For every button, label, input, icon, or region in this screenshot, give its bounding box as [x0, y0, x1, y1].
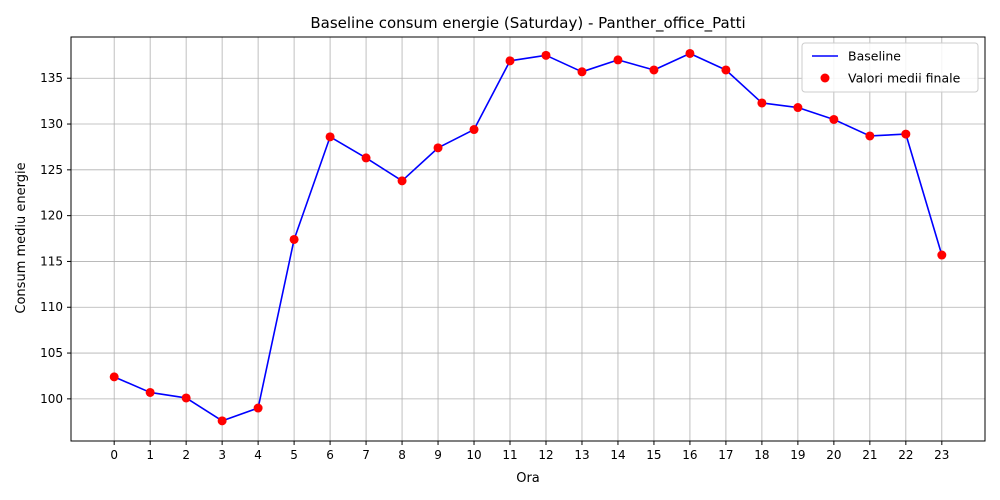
x-tick-label: 23 [934, 448, 949, 462]
x-tick-label: 10 [466, 448, 481, 462]
x-tick-label: 19 [790, 448, 805, 462]
data-point [145, 387, 155, 397]
x-tick-label: 8 [398, 448, 406, 462]
y-tick-label: 115 [40, 254, 63, 268]
x-tick-label: 15 [646, 448, 661, 462]
grid [71, 37, 985, 441]
y-tick-label: 120 [40, 209, 63, 223]
x-tick-label: 7 [362, 448, 370, 462]
x-tick-label: 1 [146, 448, 154, 462]
x-tick-label: 0 [110, 448, 118, 462]
legend-point-swatch [820, 73, 830, 83]
x-tick-label: 4 [254, 448, 262, 462]
data-point [613, 55, 623, 65]
x-axis-label: Ora [516, 471, 540, 486]
series-valori-medii-finale [109, 48, 947, 426]
data-point [757, 98, 767, 108]
x-tick-label: 17 [718, 448, 733, 462]
data-point [721, 65, 731, 75]
x-tick-label: 22 [898, 448, 913, 462]
x-tick-label: 14 [610, 448, 625, 462]
data-point [289, 234, 299, 244]
y-tick-label: 135 [40, 71, 63, 85]
legend-label-baseline: Baseline [848, 49, 901, 64]
data-point [181, 393, 191, 403]
series-line-baseline [113, 52, 943, 422]
chart-title: Baseline consum energie (Saturday) - Pan… [310, 14, 745, 33]
x-tick-label: 18 [754, 448, 769, 462]
data-point [649, 65, 659, 75]
series-baseline [113, 52, 943, 422]
x-ticks: 0 1 2 3 4 5 6 7 8 9 10 11 12 13 14 15 16 17 18 19 20 21 22 23 [110, 441, 949, 462]
x-tick-label: 12 [538, 448, 553, 462]
x-tick-label: 11 [502, 448, 517, 462]
x-tick-label: 3 [218, 448, 226, 462]
x-tick-label: 21 [862, 448, 877, 462]
data-point [361, 153, 371, 163]
y-tick-label: 125 [40, 163, 63, 177]
x-tick-label: 13 [574, 448, 589, 462]
data-point [541, 50, 551, 60]
data-point [829, 114, 839, 124]
y-tick-label: 105 [40, 346, 63, 360]
data-point [469, 125, 479, 135]
x-tick-label: 2 [182, 448, 190, 462]
legend: Baseline Valori medii finale [801, 42, 979, 93]
x-tick-label: 6 [326, 448, 334, 462]
y-ticks: 100 105 110 115 120 125 130 135 [40, 71, 71, 406]
data-point [253, 403, 263, 413]
plot-frame [70, 36, 986, 442]
x-tick-label: 9 [434, 448, 442, 462]
x-tick-label: 20 [826, 448, 841, 462]
legend-label-valori-medii-finale: Valori medii finale [848, 71, 961, 86]
data-point [217, 416, 227, 426]
y-axis-label: Consum mediu energie [14, 162, 29, 313]
data-point [865, 131, 875, 141]
data-point [397, 176, 407, 186]
data-point [577, 67, 587, 77]
data-point [109, 372, 119, 382]
data-point [901, 129, 911, 139]
x-tick-label: 16 [682, 448, 697, 462]
y-tick-label: 110 [40, 300, 63, 314]
legend-box [801, 42, 979, 93]
y-tick-label: 130 [40, 117, 63, 131]
data-point [505, 56, 515, 66]
data-point [793, 103, 803, 113]
x-tick-label: 5 [290, 448, 298, 462]
data-point [325, 132, 335, 142]
data-point [433, 143, 443, 153]
data-point [685, 48, 695, 58]
data-point [937, 250, 947, 260]
y-tick-label: 100 [40, 392, 63, 406]
